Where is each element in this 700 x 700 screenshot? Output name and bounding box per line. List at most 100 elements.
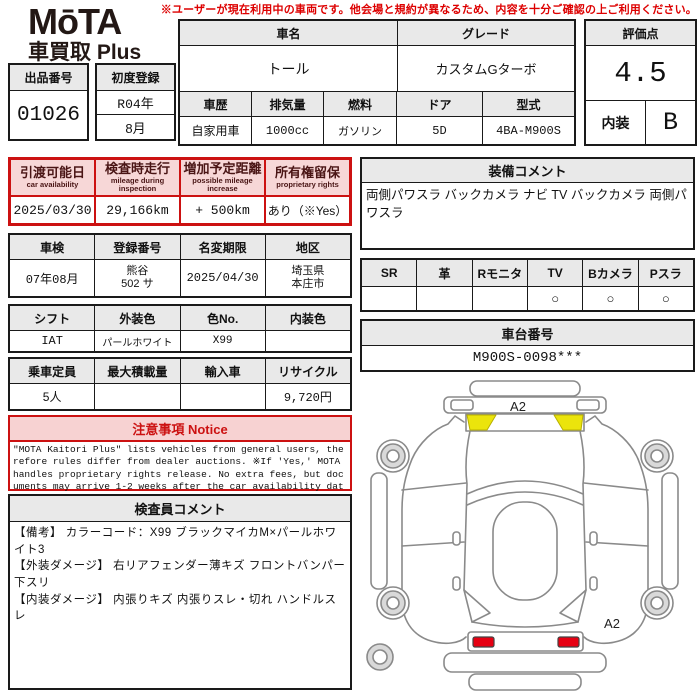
flag-tv-value: ○ [528,287,584,310]
flag-power-slide-label: Pスラ [638,260,693,287]
availability-date-header: 引渡可能日 car availability [11,160,96,197]
proprietary-rights-label-jp: 所有権留保 [274,165,340,181]
mileage-header: 検査時走行 mileage during inspection [96,160,181,197]
recycle-fee-value: 9,720円 [283,391,332,405]
shaken-value: 07年08月 [10,260,96,296]
proprietary-rights-value: あり（※Yes） [267,203,348,218]
max-load-value [95,384,181,409]
front-right-wheel-icon [640,439,674,473]
mileage-increase-label-en: possible mileage increase [192,175,253,193]
mileage-label-en: mileage during inspection [110,175,165,193]
left-sill-panel [370,472,388,590]
car-name-label: 車名 [180,21,398,46]
rear-hatch-arc [471,621,579,628]
chassis-number-value: M900S-0098*** [472,349,583,366]
import-label: 輸入車 [180,359,266,384]
flag-sunroof-label: SR [362,260,418,287]
plate-number-label: 登録番号 [95,235,181,260]
front-left-damage-mark-yellow [466,414,497,431]
rear-bumper [443,652,607,673]
inspector-comment-title: 検査員コメント [10,496,350,522]
flag-back-camera-label: Bカメラ [583,260,639,287]
lot-number-label: 出品番号 [10,65,87,91]
equipment-flags-table: SR 革 Rモニタ TV Bカメラ Pスラ ○ ○ ○ [360,258,695,312]
right-body-side-panel [583,415,649,645]
seating-capacity-value: 5人 [10,384,96,409]
availability-date-label-en: car availability [26,179,79,189]
notice-box: 注意事項 Notice "MOTA Kaitori Plus" lists ve… [8,415,352,504]
rear-damage-label: A2 [604,616,620,631]
color-no-label: 色No. [180,306,266,331]
flag-leather-label: 革 [417,260,473,287]
displacement-value: 1000cc [252,117,324,144]
user-warning-text: ※ユーザーが現在利用中の車両です。他会場と規約が異なるため、内容を十分ご確認の上… [160,4,697,16]
cabin-left-edge [463,430,471,591]
chassis-number-label: 車台番号 [362,321,693,346]
flag-power-slide-value: ○ [661,291,670,306]
model-code-value: 4BA-M900S [496,123,561,138]
right-sill-panel [661,472,679,590]
plate-number-value: 熊谷 502 サ [95,260,181,296]
notice-title: 注意事項 Notice [10,417,350,442]
car-name-value: トール [180,46,398,92]
front-right-damage-mark-yellow [553,414,584,431]
color-no-value: X99 [181,331,266,351]
registration-table: 車検 登録番号 名変期限 地区 07年08月 熊谷 502 サ 2025/04/… [8,233,352,298]
interior-label: 内装 [586,101,646,144]
equipment-comment-text: 両側パワスラ バックカメラ ナビ TV バックカメラ 両側パワスラ [366,188,687,221]
lot-number-box: 出品番号 01026 [8,63,89,141]
capacity-table: 乗車定員 最大積載量 輸入車 リサイクル 5人 9,720円 [8,357,352,411]
mileage-increase-value: + 500km [181,197,266,223]
first-registration-label: 初度登録 [97,65,174,91]
mileage-increase-header: 増加予定距離 possible mileage increase [181,160,266,197]
inspector-comment-box: 検査員コメント 【備考】 カラーコード：X99 ブラックマイカM×パールホワイト… [8,494,352,690]
front-seat-arc-outer [466,480,584,495]
cabin-floor-shape [492,501,558,601]
rear-left-wheel-icon [376,586,410,620]
equipment-comment-title: 装備コメント [362,159,693,183]
recycle-fee-label: リサイクル [265,359,350,384]
district-label: 地区 [265,235,350,260]
seating-capacity-label: 乗車定員 [10,359,96,384]
front-damage-label: A2 [510,399,526,414]
spec-table: シフト 外装色 色No. 内装色 IAT パールホワイト X99 [8,304,352,353]
proprietary-rights-header: 所有権留保 proprietary rights [266,160,349,197]
logo-brand-text: MōTA [28,1,122,42]
interior-color-value [266,331,350,351]
interior-color-label: 内装色 [265,306,350,331]
history-value: 自家用車 [180,117,252,144]
history-label: 車歴 [180,92,252,117]
availability-date-label-jp: 引渡可能日 [19,165,85,181]
inspector-comment-interior-damage: 【内装ダメージ】 内張りキズ 内張りスレ・切れ ハンドルスレ [14,593,337,623]
front-light-bar [443,396,607,414]
left-rear-door-handle [452,576,461,591]
car-diagram-svg: A2 A2 [366,380,679,691]
left-belt-line [401,482,467,491]
first-registration-box: 初度登録 R04年 8月 [95,63,176,141]
spare-tire-icon [366,643,394,671]
interior-grade-value: B [662,108,678,137]
import-value [181,384,266,409]
front-left-wheel-icon [376,439,410,473]
rear-right-wheel-icon [640,586,674,620]
first-registration-month: 8月 [125,120,146,136]
shift-label: シフト [10,306,96,331]
front-cowl-band [465,413,585,432]
cabin-right-edge [579,430,587,591]
displacement-label: 排気量 [252,92,324,117]
left-rear-pillar-flap [463,589,491,623]
mileage-label-jp: 検査時走行 [104,161,170,177]
district-value: 埼玉県 本庄市 [291,265,325,290]
right-rear-door-handle [589,576,598,591]
mileage-increase-label-jp: 増加予定距離 [183,161,262,177]
rear-bumper-lower [468,673,582,691]
rear-left-damage-mark-red [472,636,495,648]
inspector-comment-remarks: 【備考】 カラーコード：X99 ブラックマイカM×パールホワイト3 [14,527,337,556]
car-damage-diagram: A2 A2 [360,380,700,700]
flag-tv-label: TV [527,260,584,287]
fuel-label: 燃料 [324,92,397,117]
exterior-color-label: 外装色 [95,306,181,331]
flag-rear-monitor-label: Rモニタ [472,260,528,287]
doors-label: ドア [397,92,483,117]
